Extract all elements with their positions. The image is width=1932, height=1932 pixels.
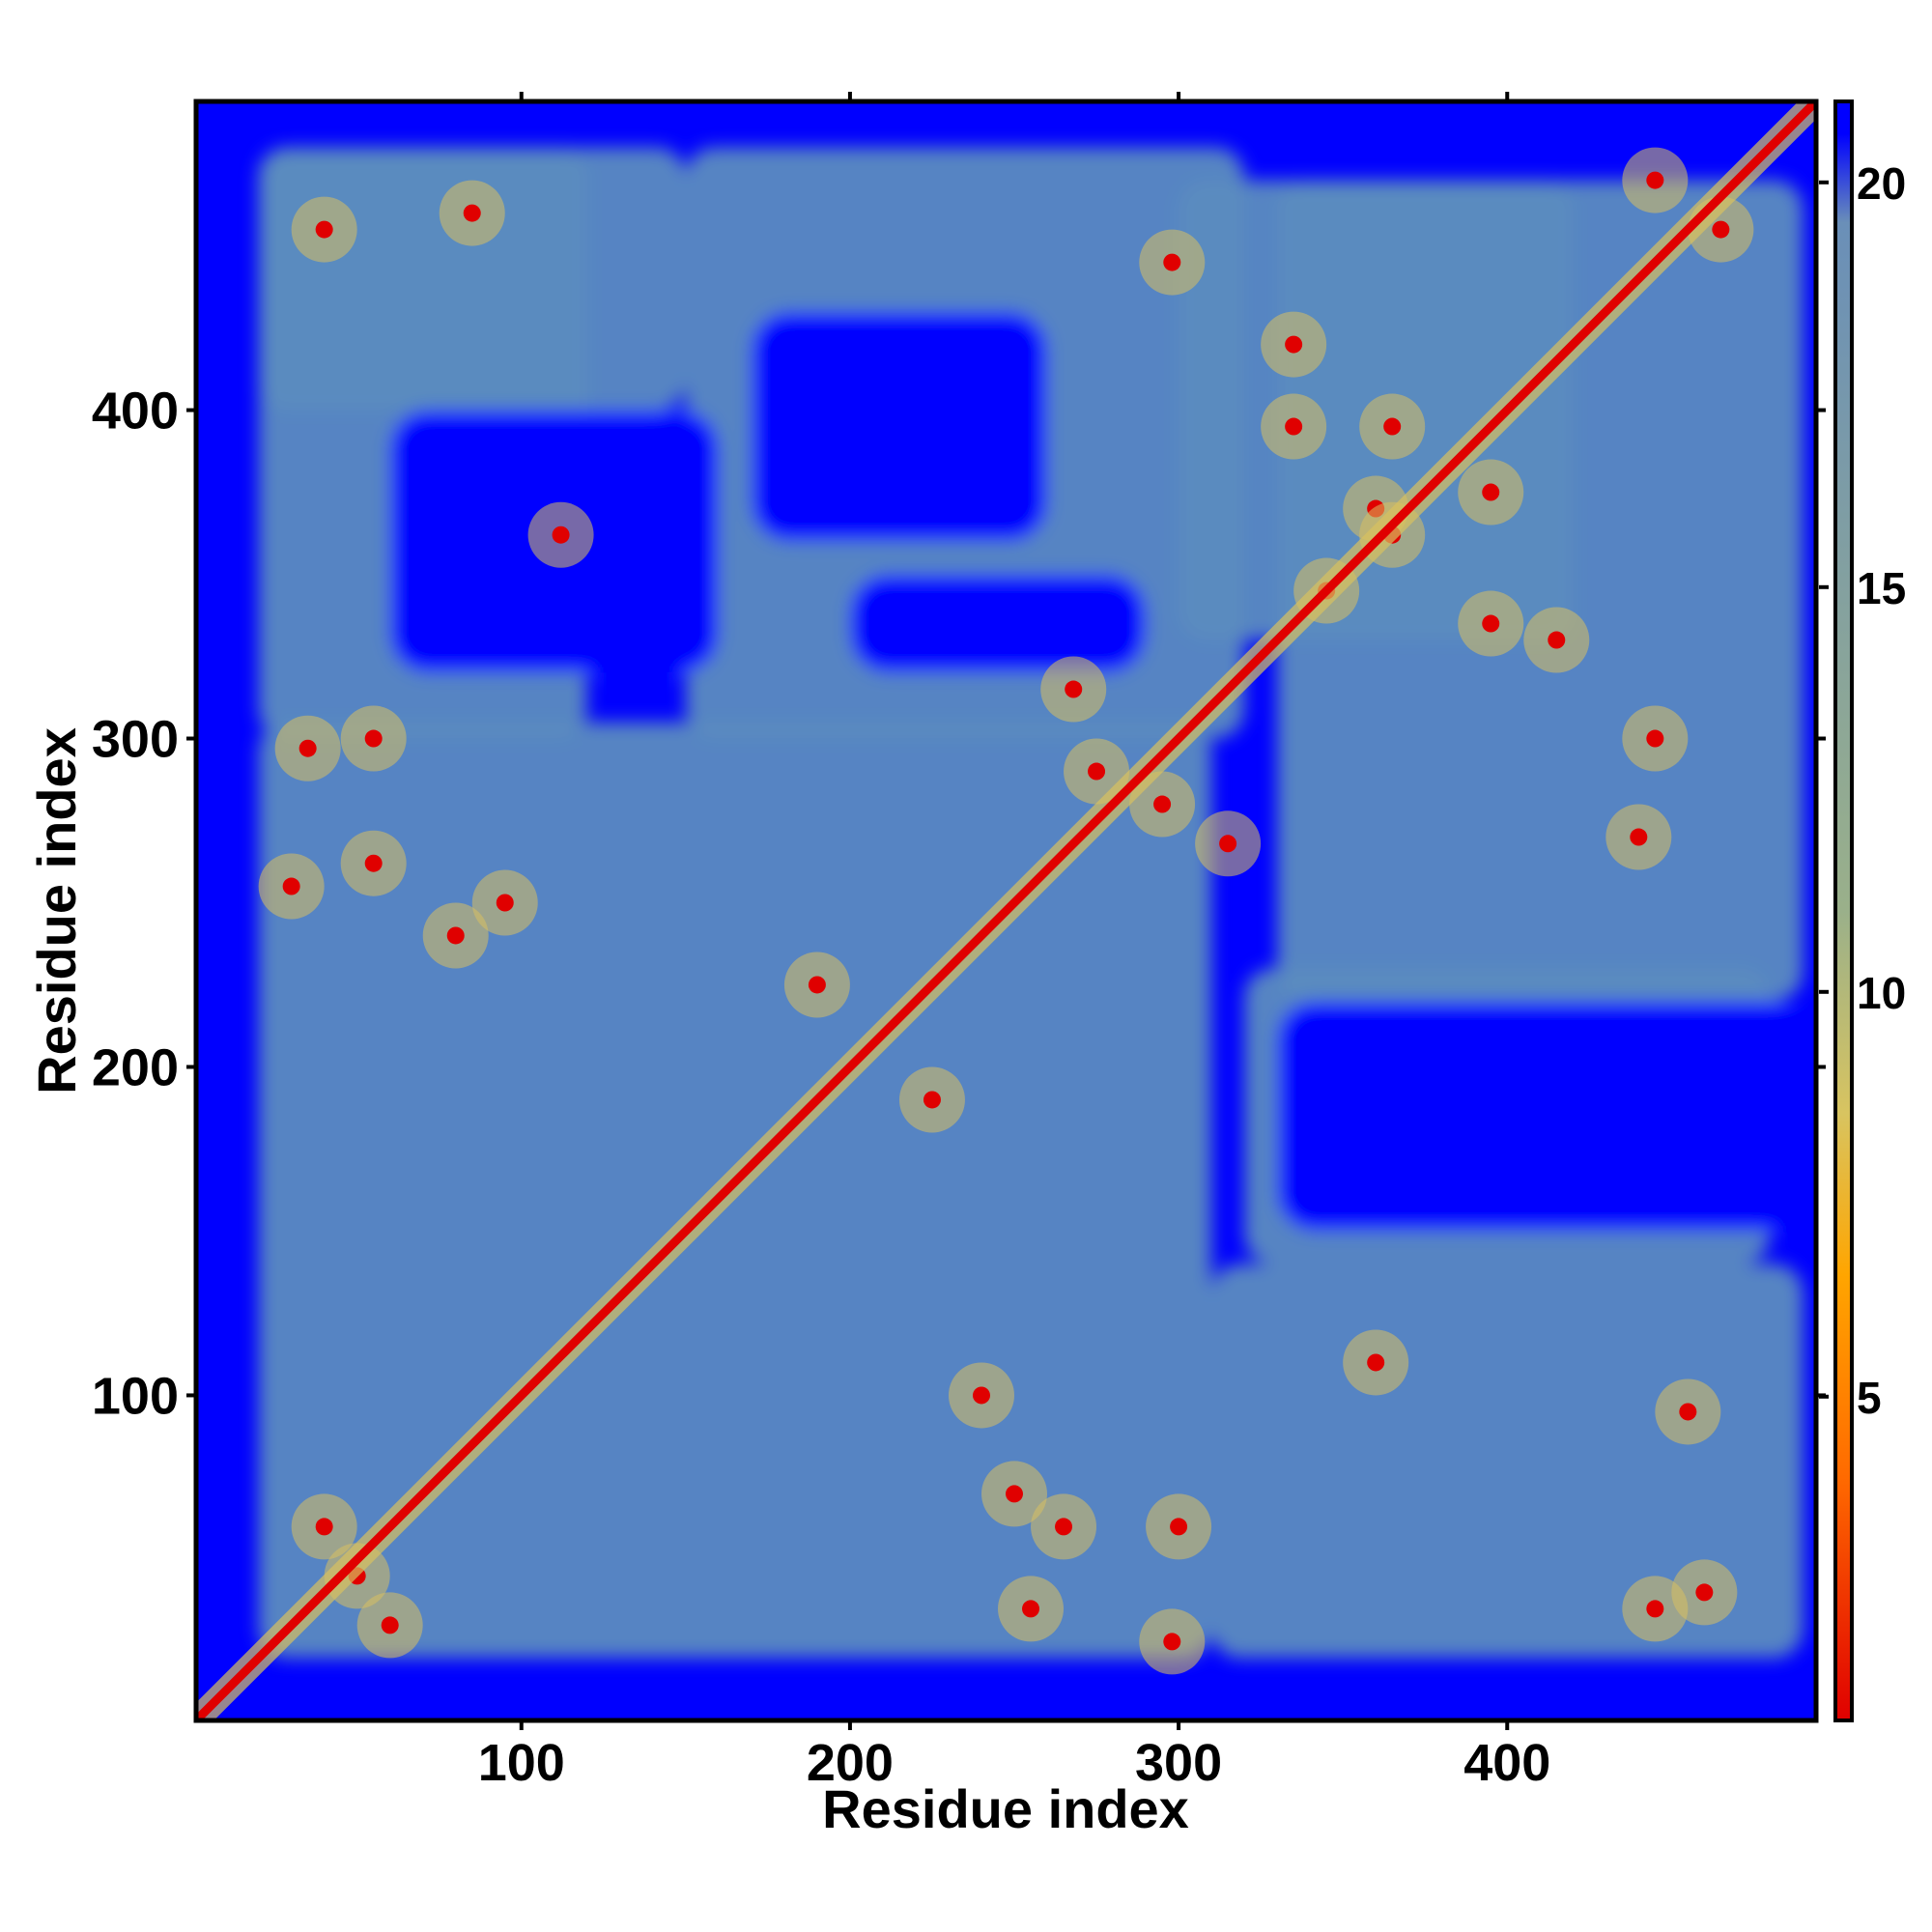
contact-point — [282, 877, 300, 895]
x-axis-ticks: 100 200 300 400 — [478, 1720, 1550, 1792]
contact-point — [1383, 417, 1402, 436]
diagonal-line — [196, 101, 1816, 1720]
empty-region — [751, 311, 1048, 542]
top-axis-ticks — [519, 92, 1510, 101]
x-tick-label: 300 — [1135, 1734, 1222, 1792]
contact-point — [808, 976, 826, 994]
colorbar-ticks: 5 10 15 20 — [1819, 158, 1906, 1423]
contact-point — [1646, 171, 1664, 189]
contact-point — [1482, 483, 1500, 501]
x-tick-label: 400 — [1463, 1734, 1550, 1792]
contact-point — [1055, 1518, 1073, 1536]
contact-point — [972, 1386, 990, 1405]
y-tick-label: 300 — [92, 711, 179, 769]
contact-point — [1065, 680, 1083, 698]
colorbar: 5 10 15 20 — [1819, 99, 1906, 1722]
contact-point — [1006, 1485, 1024, 1503]
contact-point — [315, 220, 333, 239]
x-tick-label: 200 — [807, 1734, 894, 1792]
contact-point — [1163, 1633, 1181, 1651]
contact-point — [1153, 795, 1172, 813]
contact-point — [463, 204, 481, 222]
contact-point — [446, 926, 465, 945]
y-tick-label: 400 — [92, 383, 179, 440]
colorbar-tick-label: 15 — [1857, 563, 1906, 613]
contact-point — [496, 894, 514, 912]
contact-point — [1219, 835, 1237, 853]
colorbar-tick-label: 20 — [1857, 158, 1906, 209]
colorbar-gradient — [1833, 99, 1854, 1722]
contact-point — [1088, 762, 1106, 781]
contact-point — [1170, 1518, 1188, 1536]
contact-point — [1022, 1600, 1040, 1618]
contact-point — [1695, 1583, 1714, 1602]
contact-point — [1367, 1353, 1385, 1372]
contact-point — [1285, 335, 1303, 354]
contact-point — [1285, 417, 1303, 436]
empty-region — [849, 574, 1147, 673]
contact-point — [552, 526, 570, 544]
contact-point — [1712, 220, 1730, 239]
contact-region — [258, 147, 686, 411]
contact-point — [1679, 1403, 1697, 1421]
contact-point — [315, 1518, 333, 1536]
y-tick-label: 200 — [92, 1038, 179, 1096]
contact-point — [1646, 1600, 1664, 1618]
contact-point — [1548, 631, 1566, 649]
contact-point — [298, 739, 317, 757]
x-tick-label: 100 — [478, 1734, 565, 1792]
contact-point — [1482, 614, 1500, 633]
plot-frame — [193, 99, 1819, 1723]
contact-point — [1646, 729, 1664, 748]
contact-point — [381, 1616, 399, 1634]
x-axis-title: Residue index — [822, 1778, 1189, 1839]
y-axis-ticks: 100 200 300 400 — [92, 383, 196, 1425]
empty-region — [1277, 1001, 1804, 1232]
contact-point — [364, 729, 383, 748]
y-tick-label: 100 — [92, 1367, 179, 1425]
contact-point — [923, 1091, 941, 1109]
colorbar-tick-label: 5 — [1857, 1373, 1882, 1423]
contact-point — [364, 854, 383, 872]
colorbar-tick-label: 10 — [1857, 968, 1906, 1018]
heatmap-plot-area — [196, 101, 1816, 1720]
contact-point — [1163, 253, 1181, 271]
contact-point — [1630, 828, 1648, 846]
y-axis-title: Residue index — [26, 727, 87, 1094]
